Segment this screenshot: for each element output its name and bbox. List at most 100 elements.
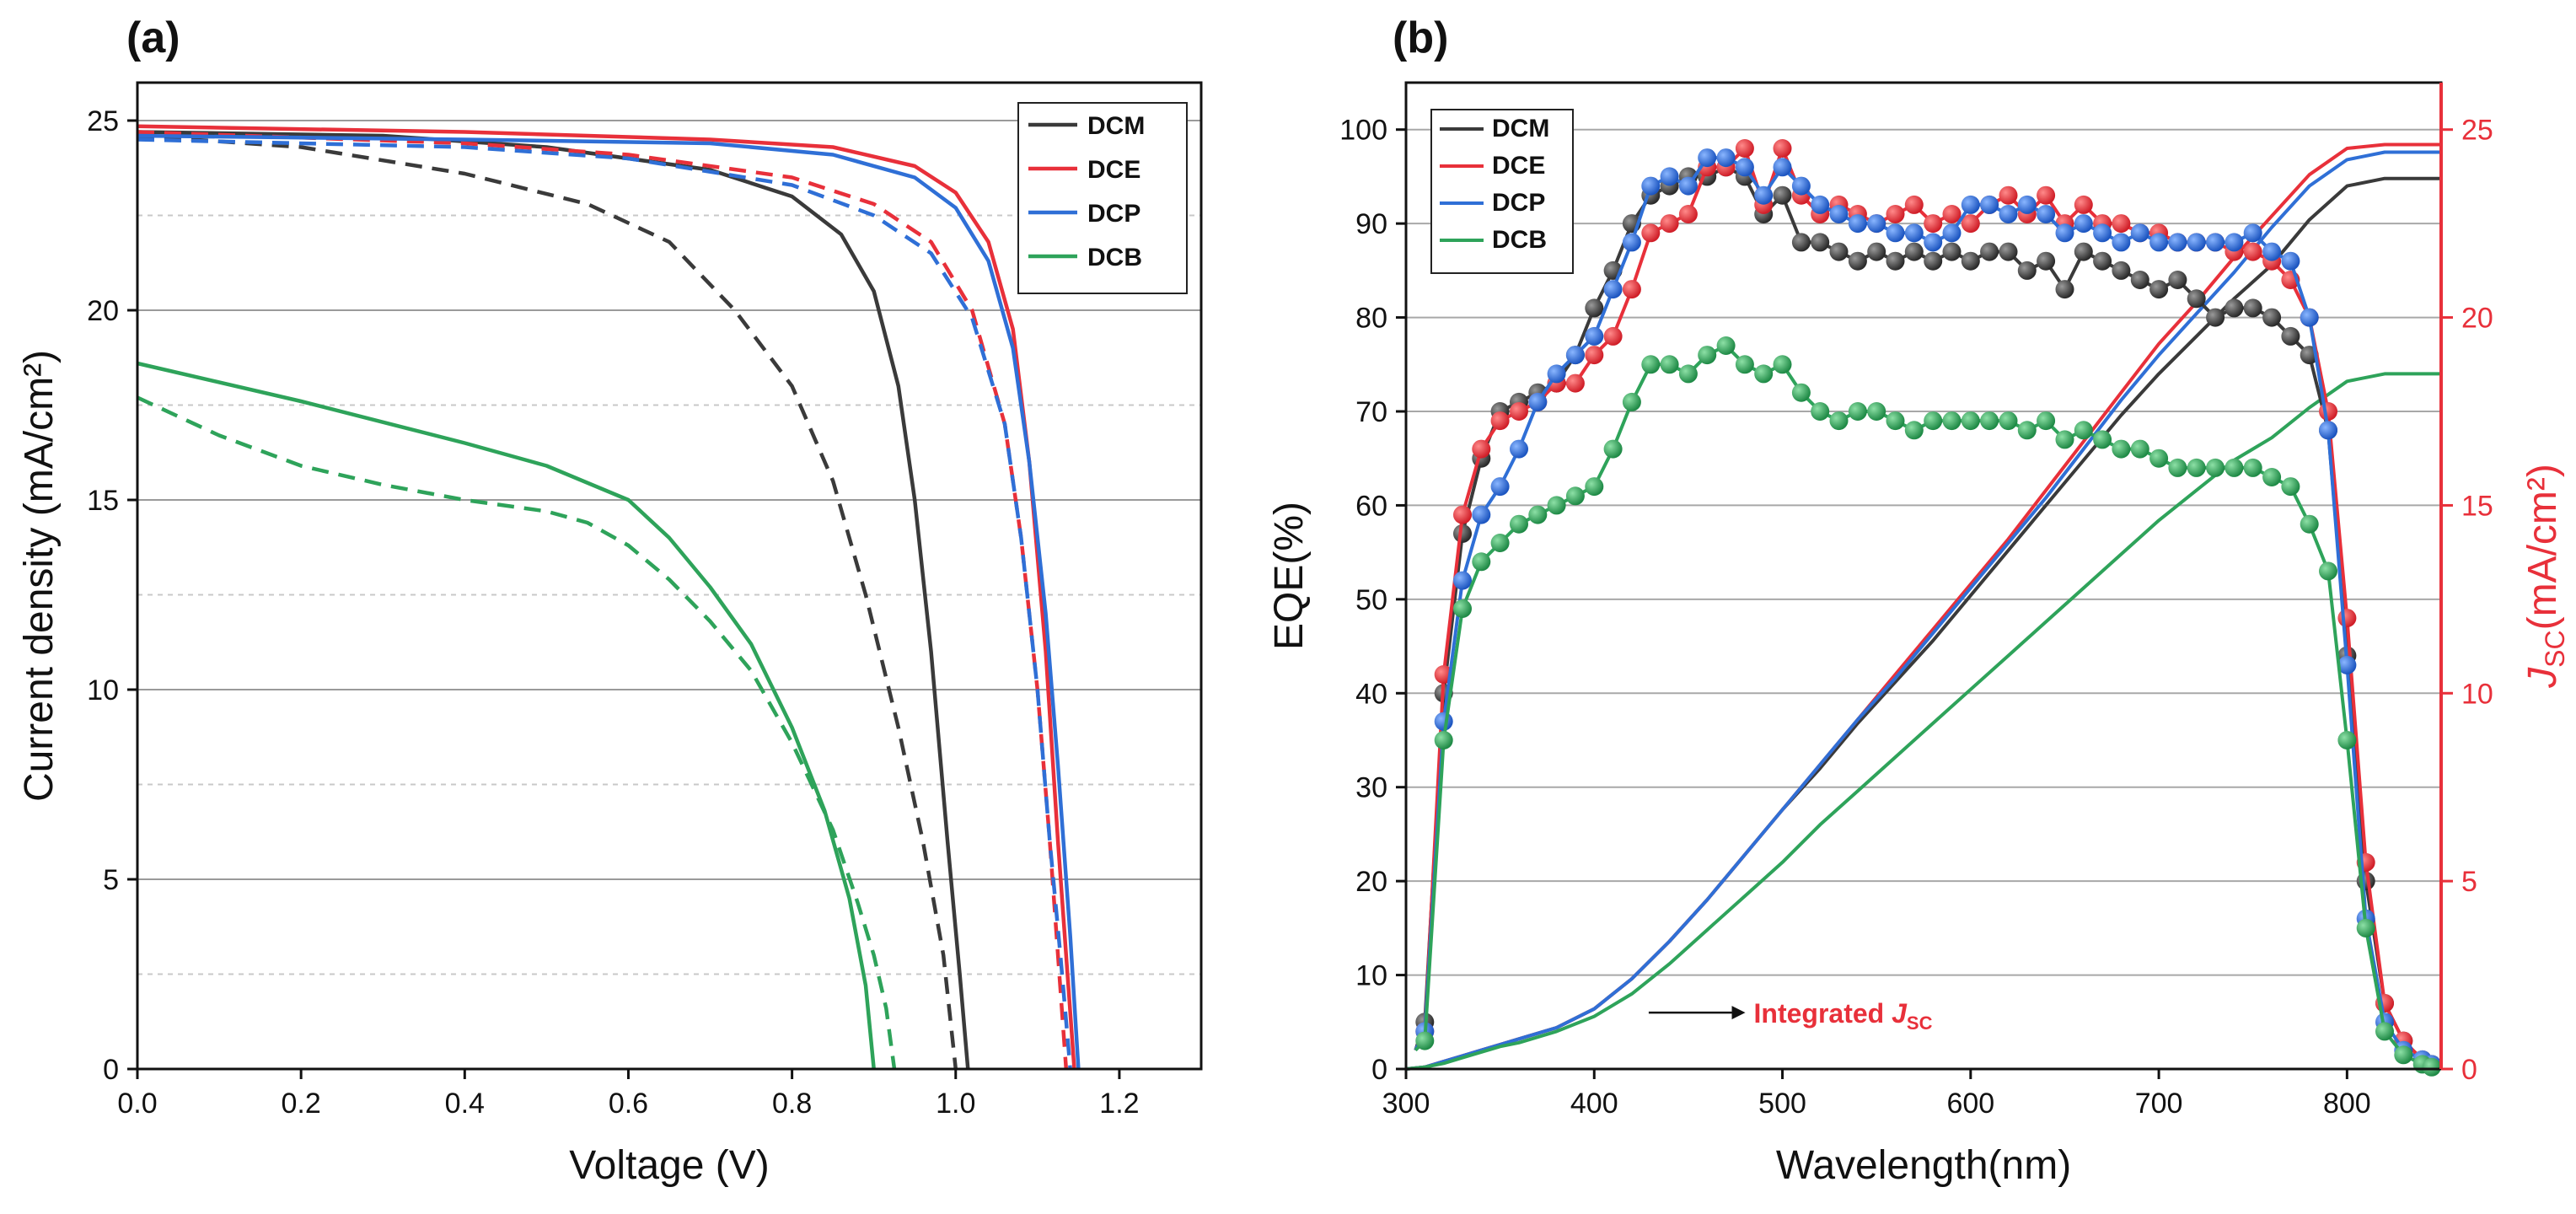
eqe-point-dce: [1641, 223, 1661, 243]
jv-curve-dcm-solid: [137, 130, 970, 1070]
eqe-point-dce: [1622, 280, 1641, 299]
eqe-point-dcm: [1829, 242, 1849, 261]
eqe-point-dcb: [2422, 1057, 2441, 1077]
eqe-point-dcb: [2243, 458, 2262, 477]
eqe-point-dcb: [1434, 731, 1453, 749]
annotation-arrow-head: [1731, 1006, 1746, 1020]
eqe-point-dcm: [1773, 185, 1792, 205]
eqe-point-dce: [1678, 205, 1698, 223]
x-tick-label: 700: [2135, 1088, 2183, 1120]
eqe-point-dcm: [1980, 242, 1999, 261]
panel-b-grid: [1406, 128, 2441, 976]
eqe-point-dcp: [1565, 346, 1585, 365]
eqe-point-dcp: [1453, 571, 1472, 590]
eqe-point-dcm: [2130, 271, 2149, 289]
jv-curve-dce-solid: [137, 124, 1076, 1070]
eqe-point-dcm: [1904, 242, 1924, 261]
eqe-point-dcp: [1773, 158, 1792, 177]
y-tick-label: 60: [1355, 490, 1387, 522]
eqe-point-dcm: [2037, 251, 2056, 271]
eqe-point-dcb: [1754, 364, 1774, 384]
eqe-point-dcp: [2168, 233, 2187, 252]
y-tick-label: 70: [1355, 396, 1387, 428]
legend-label-dcm: DCM: [1492, 115, 1549, 142]
eqe-point-dcp: [1490, 477, 1510, 497]
y-tick-label: 80: [1355, 303, 1387, 335]
eqe-point-dcm: [1585, 298, 1604, 318]
x-tick-label: 0.0: [117, 1088, 157, 1120]
eqe-point-dcb: [1999, 411, 2018, 431]
eqe-point-dcp: [1472, 505, 1491, 524]
eqe-point-dce: [2074, 195, 2093, 214]
y-tick-label: 15: [87, 485, 119, 517]
eqe-point-dce: [1924, 214, 1943, 234]
annotation-text-main: Integrated: [1754, 998, 1892, 1029]
eqe-point-dcp: [1791, 176, 1811, 196]
eqe-point-dcm: [1867, 242, 1886, 261]
jv-curve-dcp-solid: [137, 133, 1081, 1070]
right-tick-label: 0: [2461, 1054, 2477, 1086]
eqe-point-dcm: [2055, 280, 2074, 299]
eqe-point-dcp: [1528, 392, 1548, 411]
eqe-point-dcp: [1510, 439, 1528, 459]
x-tick-label: 0.4: [445, 1088, 485, 1120]
eqe-point-dcb: [2224, 458, 2244, 477]
eqe-point-dce: [1942, 205, 1962, 223]
eqe-point-dcm: [2206, 308, 2225, 327]
eqe-point-dcm: [2187, 289, 2206, 309]
eqe-point-dce: [1904, 195, 1924, 214]
panel-a-grid: [137, 120, 1201, 975]
y-tick-label: 20: [87, 295, 119, 327]
eqe-curve-dcb: [1414, 344, 2433, 1069]
jsc-curve-dcm: [1405, 176, 2441, 1071]
eqe-point-dcb: [1415, 1031, 1435, 1050]
eqe-point-dcm: [2243, 298, 2262, 318]
eqe-point-dcm: [2168, 271, 2187, 289]
eqe-point-dce: [2112, 214, 2131, 234]
eqe-point-dcb: [1603, 439, 1623, 459]
eqe-curve-dcm: [1414, 165, 2433, 1066]
eqe-point-dcp: [2112, 233, 2131, 252]
eqe-point-dcb: [1698, 346, 1717, 365]
eqe-point-dce: [1603, 326, 1623, 346]
eqe-curve-dce: [1414, 147, 2433, 1066]
legend-label-dcp: DCP: [1492, 189, 1545, 217]
right-tick-label: 25: [2461, 115, 2493, 147]
eqe-point-dcp: [1811, 195, 1830, 214]
eqe-point-dcb: [1622, 392, 1641, 411]
eqe-point-dcp: [1660, 167, 1679, 186]
eqe-point-dce: [1735, 139, 1754, 158]
eqe-point-dcp: [1980, 195, 1999, 214]
eqe-point-dcp: [1904, 223, 1924, 243]
panel-b-legend: DCM DCE DCP DCB: [1430, 109, 1574, 274]
eqe-point-dcm: [2017, 261, 2037, 280]
eqe-point-dcb: [1510, 514, 1528, 534]
eqe-point-dce: [1660, 214, 1679, 234]
x-tick-label: 1.2: [1099, 1088, 1139, 1120]
y-tick-label: 10: [1355, 960, 1387, 992]
eqe-point-dcp: [2262, 242, 2282, 261]
panel-a-y-axis-label: Current density (mA/cm²): [17, 350, 62, 802]
eqe-point-dcb: [1565, 486, 1585, 506]
eqe-point-dcb: [1528, 505, 1548, 524]
eqe-point-dce: [1773, 139, 1792, 158]
eqe-point-dcp: [2055, 223, 2074, 243]
jv-curve-dcp-dashed: [137, 137, 1072, 1070]
eqe-point-dcm: [1848, 251, 1867, 271]
y-tick-label: 0: [1371, 1054, 1387, 1086]
panel-b-right-axis-label: JSC(mA/cm²): [2520, 464, 2570, 689]
legend-label-dce: DCE: [1087, 156, 1140, 184]
eqe-point-dcb: [1472, 552, 1491, 572]
eqe-point-dcp: [1716, 148, 1736, 168]
panel-b-eqe-series: [1414, 139, 2441, 1077]
eqe-point-dcp: [1867, 214, 1886, 234]
eqe-point-dcm: [2224, 298, 2244, 318]
eqe-point-dcp: [1603, 280, 1623, 299]
eqe-point-dcm: [2112, 261, 2131, 280]
eqe-point-dcm: [1886, 251, 1905, 271]
panel-a-ticks: 0.0 0.2 0.4 0.6 0.8 1.0 1.2 0 5 10 15 20 25: [87, 105, 1139, 1120]
x-tick-label: 500: [1758, 1088, 1806, 1120]
right-axis-symbol: J: [2520, 667, 2565, 689]
eqe-point-dcm: [1791, 233, 1811, 252]
